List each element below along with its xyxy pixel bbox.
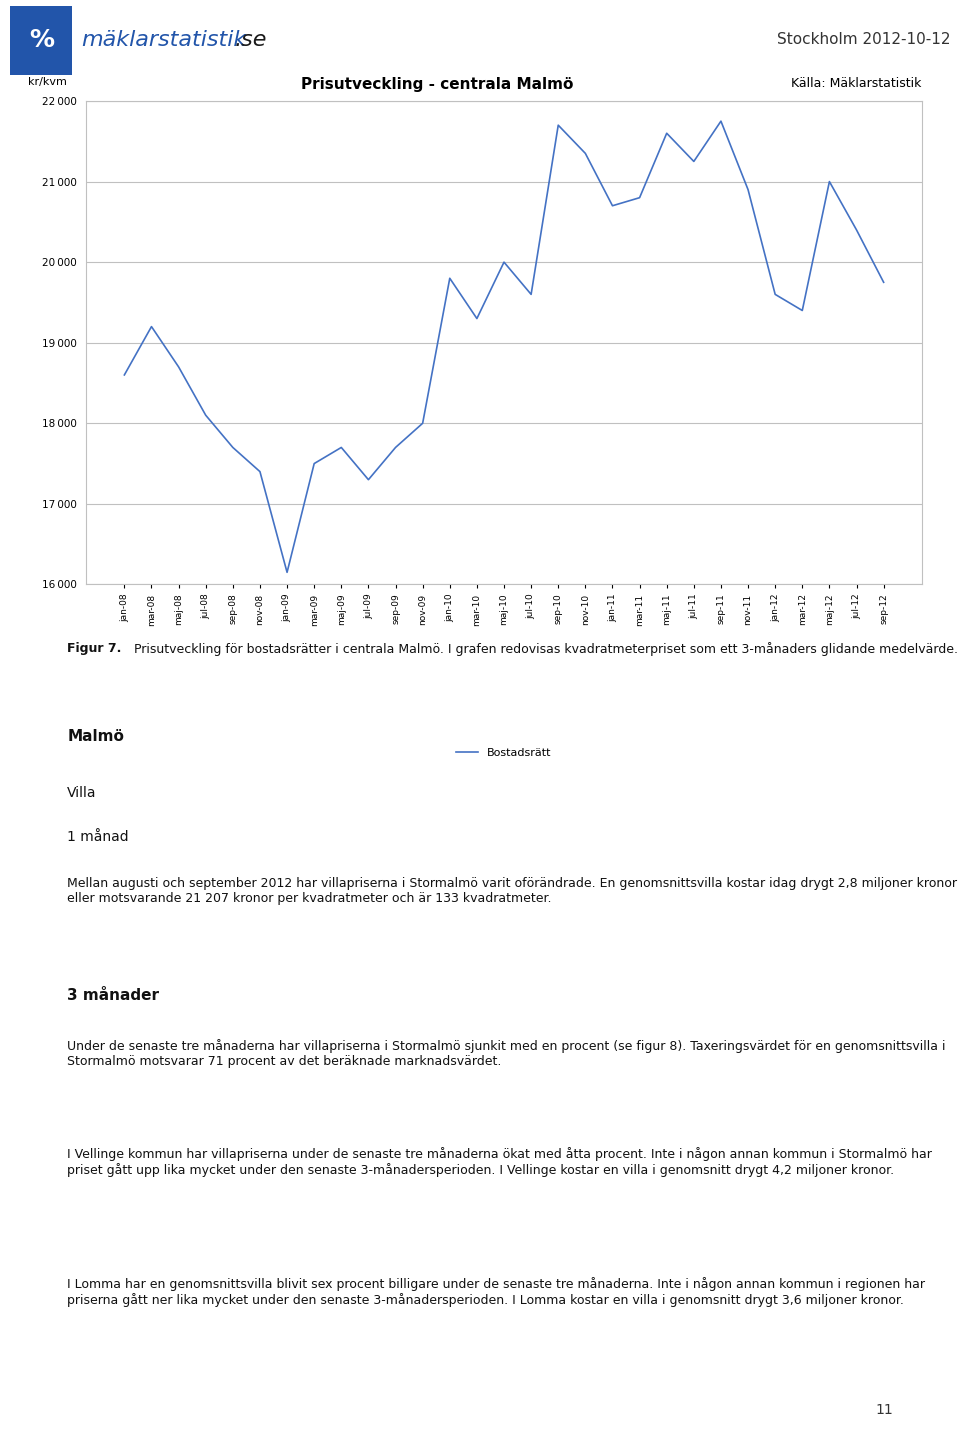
Text: 11: 11 — [876, 1403, 893, 1417]
Text: Figur 7.: Figur 7. — [67, 642, 122, 655]
Text: I Vellinge kommun har villapriserna under de senaste tre månaderna ökat med åtta: I Vellinge kommun har villapriserna unde… — [67, 1147, 932, 1177]
Text: Källa: Mäklarstatistik: Källa: Mäklarstatistik — [791, 76, 922, 89]
Text: Prisutveckling - centrala Malmö: Prisutveckling - centrala Malmö — [301, 76, 573, 92]
Text: .se: .se — [235, 30, 268, 49]
Text: Stockholm 2012-10-12: Stockholm 2012-10-12 — [777, 32, 950, 48]
Text: mäklarstatistik: mäklarstatistik — [82, 30, 247, 49]
Text: 3 månader: 3 månader — [67, 988, 159, 1003]
Text: Prisutveckling för bostadsrätter i centrala Malmö. I grafen redovisas kvadratmet: Prisutveckling för bostadsrätter i centr… — [130, 642, 958, 657]
Text: Villa: Villa — [67, 786, 97, 801]
Bar — [10, 6, 72, 75]
Text: Malmö: Malmö — [67, 729, 124, 743]
Text: %: % — [29, 27, 54, 52]
Text: 1 månad: 1 månad — [67, 830, 129, 844]
Text: Mellan augusti och september 2012 har villapriserna i Stormalmö varit oförändrad: Mellan augusti och september 2012 har vi… — [67, 877, 957, 905]
Text: Under de senaste tre månaderna har villapriserna i Stormalmö sjunkit med en proc: Under de senaste tre månaderna har villa… — [67, 1039, 946, 1068]
Legend: Bostadsrätt: Bostadsrätt — [452, 743, 556, 762]
Text: I Lomma har en genomsnittsvilla blivit sex procent billigare under de senaste tr: I Lomma har en genomsnittsvilla blivit s… — [67, 1277, 925, 1307]
Text: kr/kvm: kr/kvm — [28, 76, 67, 87]
